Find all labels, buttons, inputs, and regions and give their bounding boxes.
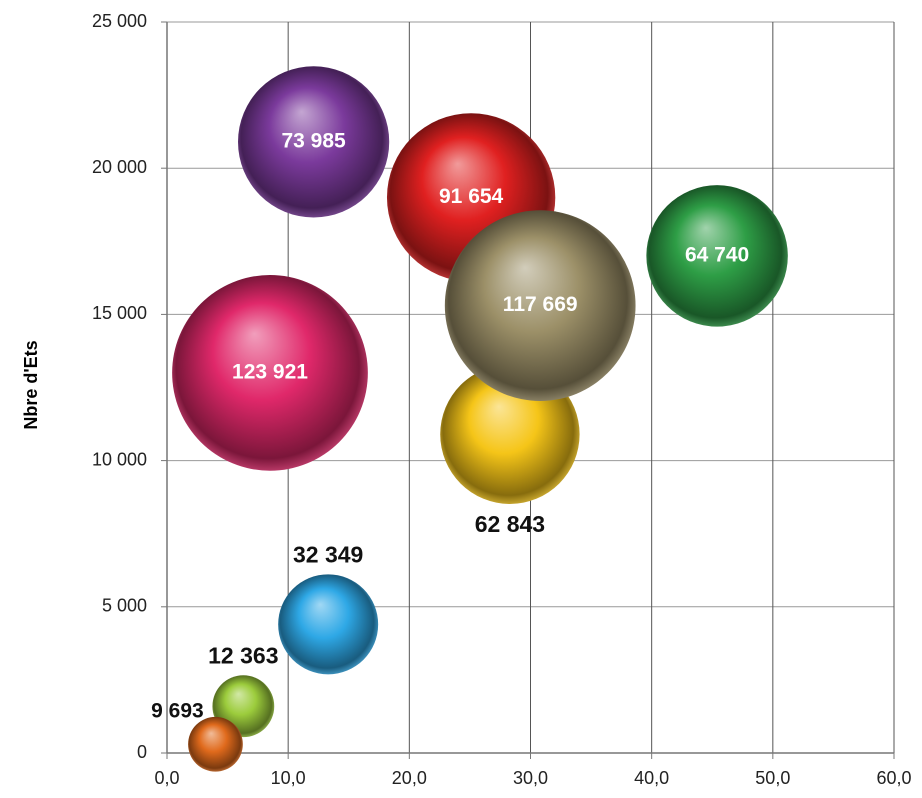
x-tick-label: 50,0 xyxy=(755,768,790,788)
y-tick-label: 15 000 xyxy=(92,303,147,323)
bubble xyxy=(646,185,788,327)
data-label: 64 740 xyxy=(685,243,749,266)
bubble xyxy=(444,210,636,401)
x-tick-label: 30,0 xyxy=(513,768,548,788)
bubble xyxy=(278,574,379,675)
y-axis-label: Nbre d'Ets xyxy=(21,340,41,429)
data-label: 91 654 xyxy=(439,185,504,208)
y-tick-label: 10 000 xyxy=(92,449,147,469)
data-label: 123 921 xyxy=(232,360,308,383)
y-tick-label: 5 000 xyxy=(102,596,147,616)
data-label: 62 843 xyxy=(475,511,545,537)
x-tick-label: 40,0 xyxy=(634,768,669,788)
bubble xyxy=(172,275,368,471)
y-tick-label: 25 000 xyxy=(92,11,147,31)
data-label: 73 985 xyxy=(281,129,346,152)
x-tick-label: 20,0 xyxy=(392,768,427,788)
x-tick-label: 10,0 xyxy=(271,768,306,788)
data-label: 117 669 xyxy=(503,293,578,316)
bubble xyxy=(237,66,390,218)
data-label: 32 349 xyxy=(293,541,363,567)
data-label: 12 363 xyxy=(208,642,278,668)
x-tick-label: 0,0 xyxy=(154,768,179,788)
y-tick-label: 0 xyxy=(137,742,147,762)
x-tick-label: 60,0 xyxy=(876,768,911,788)
data-label: 9 693 xyxy=(151,699,204,722)
y-tick-label: 20 000 xyxy=(92,157,147,177)
bubble xyxy=(188,716,243,772)
